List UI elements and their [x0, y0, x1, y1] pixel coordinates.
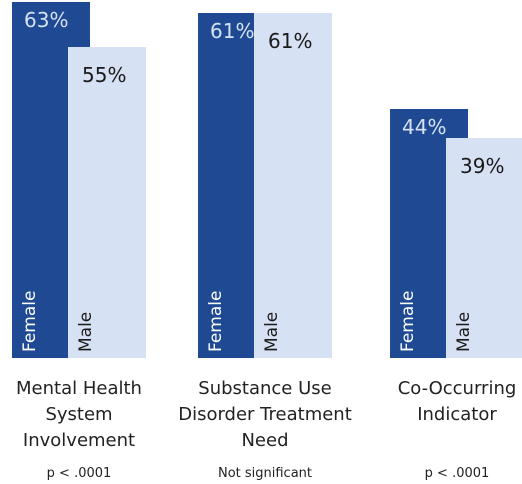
male-value-label: 55%	[82, 63, 127, 88]
male-series-label: Male	[262, 311, 282, 352]
female-value-label: 44%	[402, 115, 447, 140]
male-bar	[446, 137, 522, 358]
female-series-label: Female	[398, 290, 418, 352]
bar-chart: 63% Female 55% Male 61% Female 61% Male 44% Femal…	[12, 2, 522, 358]
significance-label: p < .0001	[424, 466, 490, 481]
female-value-label: 61%	[210, 19, 255, 44]
male-value-label: 61%	[268, 29, 313, 54]
male-bar	[68, 47, 146, 358]
male-series-label: Male	[76, 311, 96, 352]
category-label-text: Substance Use Disorder Treatment Need	[178, 378, 352, 451]
category-label: Co-Occurring Indicator	[367, 376, 522, 428]
category-label: Substance Use Disorder Treatment Need	[175, 376, 355, 454]
category-label: Mental Health System Involvement	[0, 376, 169, 454]
male-bar	[254, 13, 332, 358]
female-value-label: 63%	[24, 8, 69, 32]
female-series-label: Female	[206, 290, 226, 352]
male-value-label: 39%	[460, 153, 505, 178]
male-series-label: Male	[454, 311, 474, 352]
significance-label: Not significant	[217, 466, 313, 481]
female-series-label: Female	[20, 290, 40, 352]
category-label-text: Mental Health System Involvement	[16, 378, 142, 451]
significance-label: p < .0001	[46, 466, 112, 481]
category-label-text: Co-Occurring Indicator	[397, 378, 517, 425]
